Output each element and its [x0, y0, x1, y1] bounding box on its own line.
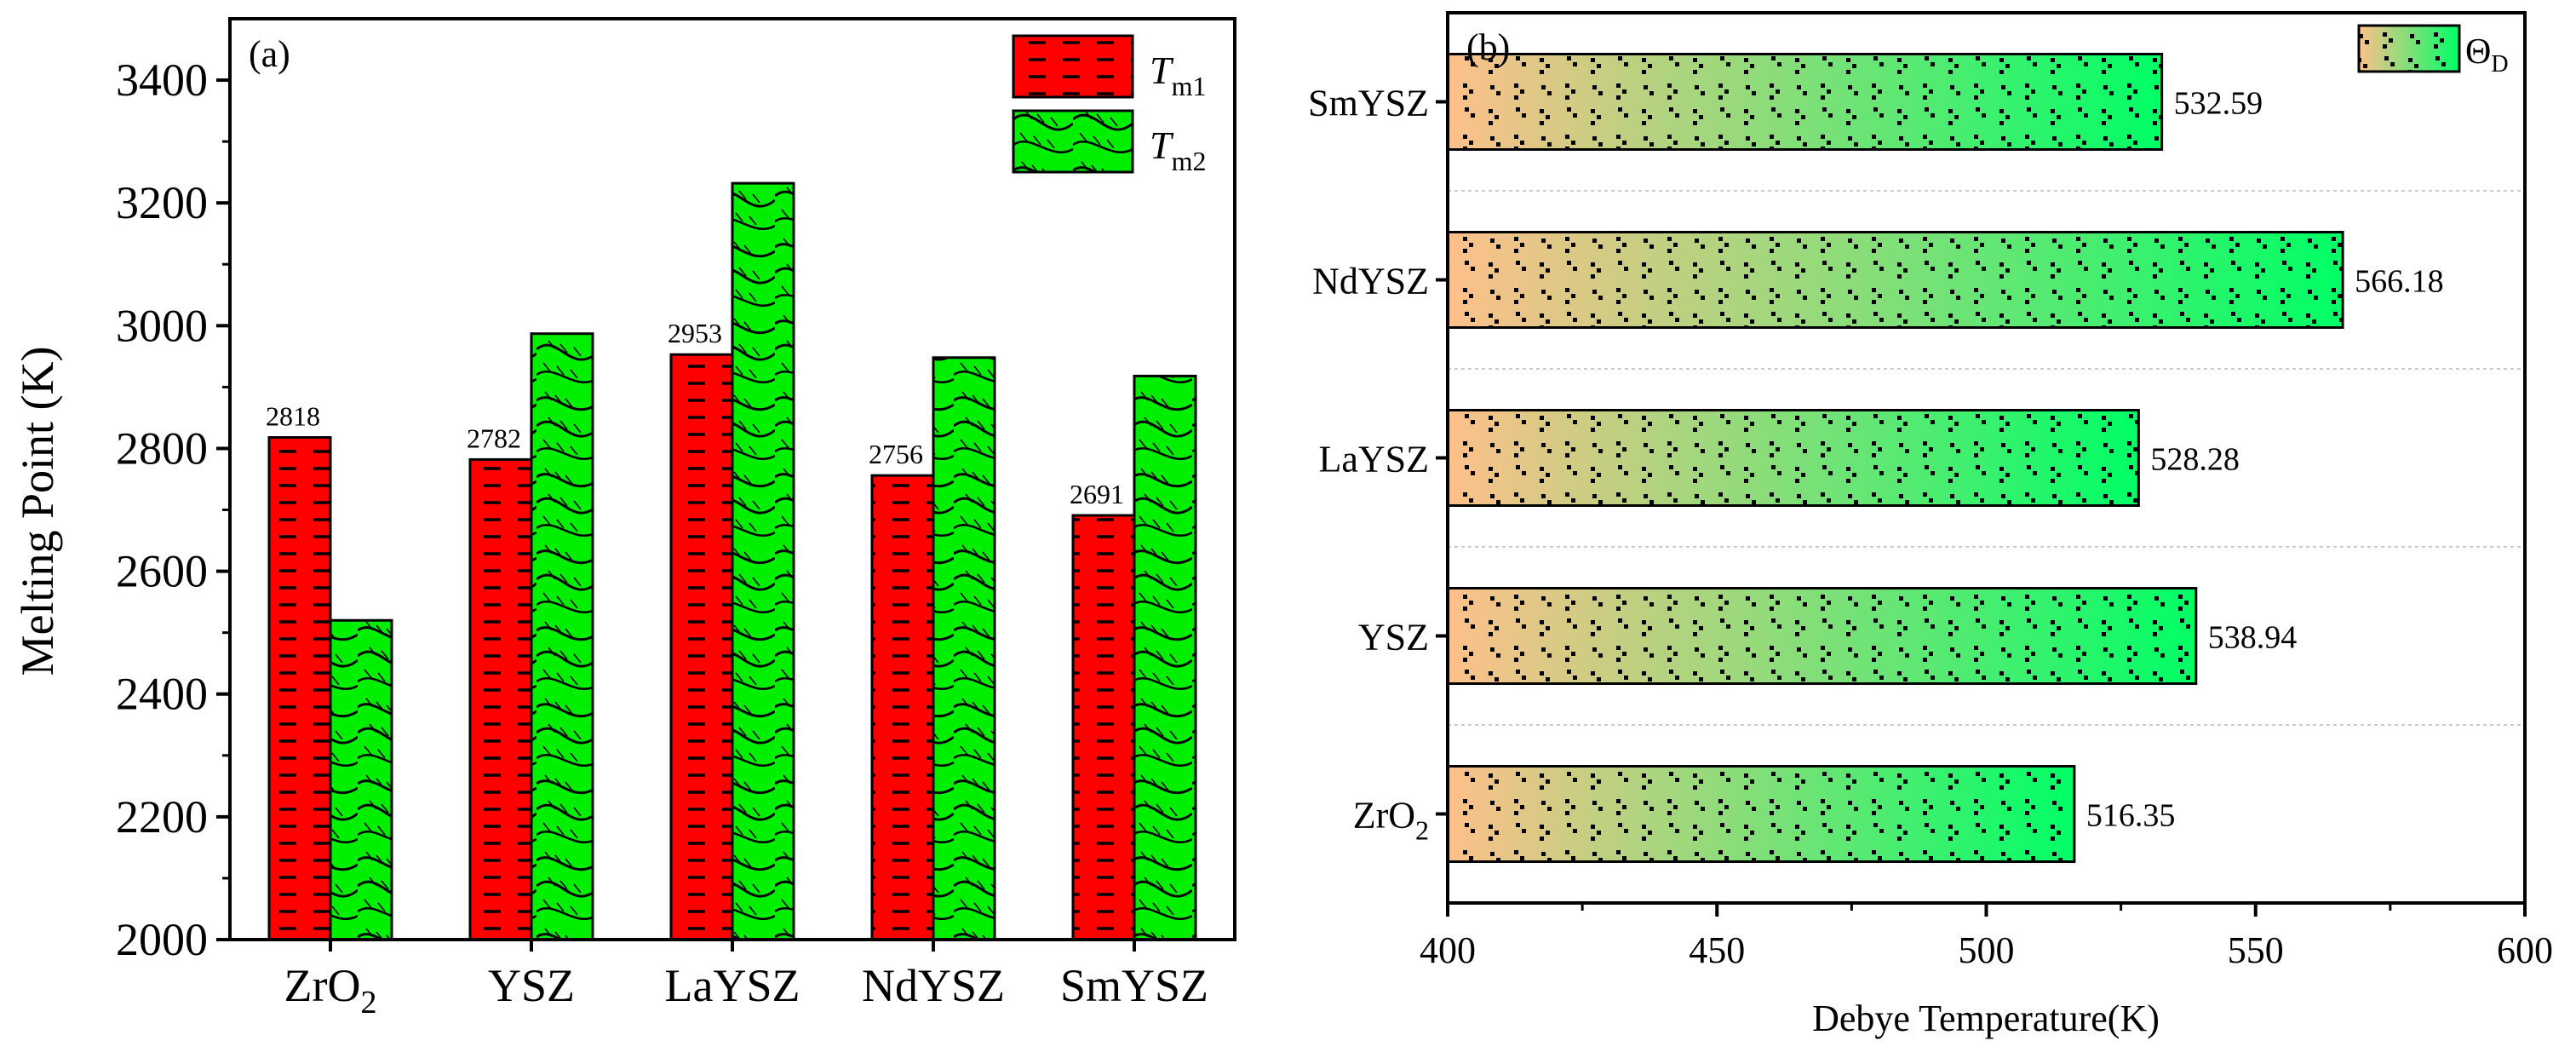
y-tick-label: 2800 — [116, 423, 208, 474]
x-axis-title-b: Debye Temperature(K) — [1812, 998, 2160, 1039]
plot-frame-b — [1446, 11, 2527, 905]
bar-m2-3 — [932, 356, 996, 941]
data-label-b: 532.59 — [2174, 86, 2263, 122]
x-tick-label-b: 400 — [1420, 929, 1476, 971]
category-ticks-b: SmYSZ NdYSZ LaYSZ YSZ ZrO2 — [1308, 83, 1448, 846]
data-label-b: 566.18 — [2355, 264, 2444, 300]
bar-m1-1 — [468, 457, 533, 941]
y-tick-label: 2000 — [116, 914, 208, 965]
y-tick-label: 2600 — [116, 546, 208, 597]
legend-label-theta: ΘD — [2465, 32, 2509, 78]
data-label-b: 538.94 — [2208, 620, 2298, 656]
y-tick-label: 2200 — [116, 791, 208, 842]
data-label-b: 528.28 — [2150, 442, 2240, 478]
grid-b — [1448, 190, 2525, 726]
x-tick-label: SmYSZ — [1060, 960, 1208, 1011]
x-tick-label-b: 600 — [2497, 929, 2553, 971]
debye-temperature-chart: 532.59 566.18 528.28 538.94 516.35 SmYSZ NdYS… — [1308, 11, 2553, 1039]
bar-m2-0 — [329, 618, 393, 941]
x-tick-label-b: 450 — [1689, 929, 1745, 971]
x-tick-label: YSZ — [488, 960, 575, 1011]
data-label-a: 2818 — [266, 400, 320, 431]
data-label-a: 2782 — [467, 423, 521, 453]
category-tick-label: YSZ — [1358, 617, 1429, 658]
bars-a: 2818 2782 2953 2756 2691 — [266, 181, 1197, 941]
bar-debye-3 — [1446, 587, 2198, 685]
bar-m1-2 — [669, 353, 734, 941]
x-axis-ticks-b: 400 450 500 550 600 — [1420, 903, 2553, 971]
data-label-a: 2756 — [869, 439, 923, 469]
y-tick-label: 3000 — [116, 300, 208, 351]
legend-a: Tm1 Tm2 — [1012, 34, 1206, 176]
x-tick-label: NdYSZ — [862, 960, 1005, 1011]
bar-m2-1 — [530, 332, 594, 941]
melting-point-chart: Melting Point (K) 2000 2200 2400 2600 2800 30… — [12, 17, 1236, 1021]
x-tick-label: ZrO2 — [284, 960, 377, 1021]
category-tick-label: LaYSZ — [1318, 439, 1429, 480]
plot-frame-a — [228, 17, 1236, 941]
x-tick-label-b: 500 — [1959, 929, 2015, 971]
bar-debye-1 — [1446, 231, 2344, 329]
x-axis-ticks-a: ZrO2 YSZ LaYSZ NdYSZ SmYSZ — [284, 940, 1208, 1021]
bar-m1-0 — [267, 435, 332, 941]
panel-label-a: (a) — [249, 33, 290, 75]
legend-swatch-tm1 — [1012, 34, 1134, 99]
bar-m2-2 — [731, 181, 795, 941]
bar-m2-4 — [1133, 374, 1197, 941]
data-label-a: 2691 — [1070, 479, 1124, 509]
category-tick-label: ZrO2 — [1353, 795, 1429, 846]
legend-label-tm1: Tm1 — [1150, 49, 1206, 101]
category-tick-label: SmYSZ — [1308, 83, 1429, 124]
bar-m1-3 — [870, 474, 935, 941]
bar-m1-4 — [1071, 514, 1136, 941]
panel-label-b: (b) — [1466, 26, 1510, 68]
legend-b: ΘD — [2357, 24, 2509, 78]
y-axis-ticks-a: 2000 2200 2400 2600 2800 3000 3200 3400 — [116, 55, 230, 965]
data-label-a: 2953 — [668, 318, 722, 348]
y-tick-label: 3400 — [116, 55, 208, 106]
legend-swatch-theta-pattern — [2359, 26, 2459, 72]
y-tick-label: 3200 — [116, 177, 208, 228]
data-label-b: 516.35 — [2086, 798, 2176, 834]
bars-b: 532.59 566.18 528.28 538.94 516.35 — [1446, 53, 2444, 863]
y-axis-title-a: Melting Point (K) — [12, 347, 63, 676]
x-tick-label: LaYSZ — [665, 960, 800, 1011]
bar-debye-0 — [1446, 53, 2164, 151]
y-tick-label: 2400 — [116, 669, 208, 720]
legend-swatch-tm2 — [1012, 109, 1134, 174]
legend-label-tm2: Tm2 — [1150, 124, 1206, 176]
x-tick-label-b: 550 — [2228, 929, 2284, 971]
bar-debye-2 — [1446, 409, 2140, 507]
bar-debye-4 — [1446, 765, 2076, 863]
category-tick-label: NdYSZ — [1312, 261, 1429, 302]
